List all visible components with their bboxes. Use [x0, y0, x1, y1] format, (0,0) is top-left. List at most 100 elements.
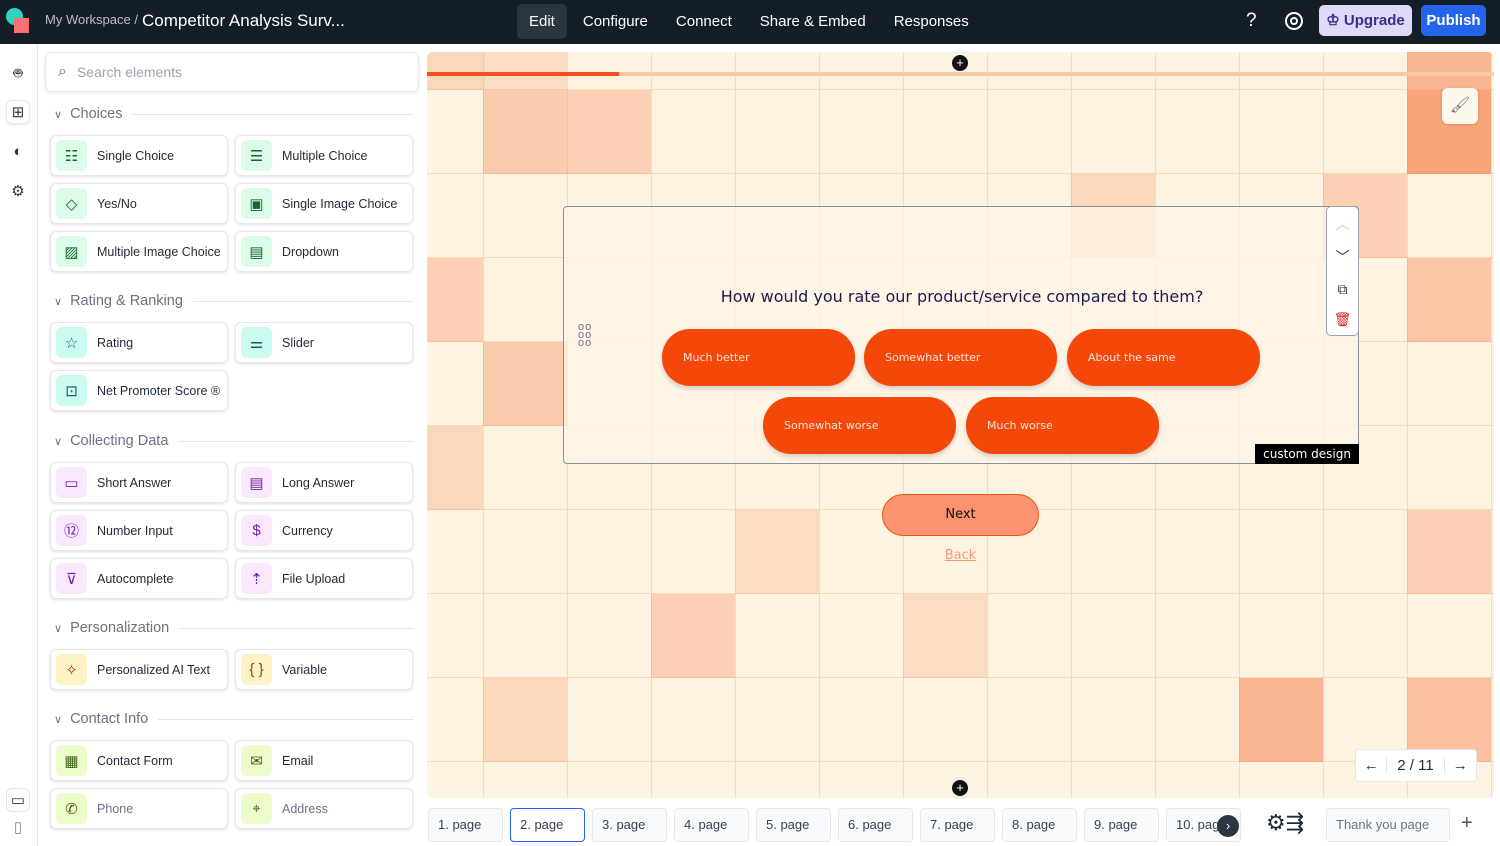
question-block[interactable]: oo oo oo How would you rate our product/se…	[563, 206, 1359, 464]
crown-icon: ♔	[1326, 12, 1344, 29]
tab-connect[interactable]: Connect	[675, 13, 732, 30]
element-phone[interactable]: ✆ Phone	[50, 788, 228, 829]
pattern-square	[1407, 52, 1491, 90]
pattern-square	[1407, 510, 1491, 594]
tab-configure[interactable]: Configure	[582, 13, 648, 30]
element-rating[interactable]: ☆ Rating	[50, 322, 228, 363]
pattern-square	[427, 426, 483, 510]
thank-you-page-tab[interactable]: Thank you page	[1326, 808, 1450, 842]
page-tab[interactable]: 1. page	[428, 808, 503, 842]
app-logo[interactable]	[6, 8, 30, 34]
duplicate-icon[interactable]: ⧉	[1337, 280, 1348, 297]
next-button[interactable]: Next	[882, 494, 1039, 536]
braces-icon: { }	[241, 654, 272, 685]
element-yes-no[interactable]: ◇ Yes/No	[50, 183, 228, 224]
page-tab[interactable]: 5. page	[756, 808, 831, 842]
pattern-square	[651, 594, 735, 678]
element-short-answer[interactable]: ▭ Short Answer	[50, 462, 228, 503]
element-email[interactable]: ✉ Email	[235, 740, 413, 781]
gear-icon[interactable]: ⚙	[11, 183, 25, 200]
trash-icon[interactable]: 🗑︎	[1333, 311, 1352, 328]
image-message-icon: ▣	[241, 188, 272, 219]
progress-fill	[427, 72, 620, 76]
element-variable[interactable]: { } Variable	[235, 649, 413, 690]
option-much-worse[interactable]: Much worse	[966, 397, 1159, 454]
elements-icon[interactable]: ⊞	[6, 100, 30, 124]
element-personalized-ai-text[interactable]: ✧ Personalized AI Text	[50, 649, 228, 690]
element-autocomplete[interactable]: ⊽ Autocomplete	[50, 558, 228, 599]
pattern-square	[1407, 678, 1491, 762]
page-tab[interactable]: 9. page	[1084, 808, 1159, 842]
preview-eye-icon[interactable]	[1285, 12, 1303, 30]
publish-button[interactable]: Publish	[1421, 5, 1486, 36]
paintbrush-icon[interactable]: 🖌︎	[1442, 88, 1478, 124]
element-contact-form[interactable]: ▦ Contact Form	[50, 740, 228, 781]
dollar-icon: $	[241, 515, 272, 546]
upgrade-button[interactable]: ♔ Upgrade	[1319, 5, 1412, 36]
section-header[interactable]: ∨ Rating & Ranking	[54, 293, 414, 309]
element-dropdown[interactable]: ▤ Dropdown	[235, 231, 413, 272]
section-header[interactable]: ∨ Personalization	[54, 620, 414, 636]
element-net-promoter-score-[interactable]: ⊡ Net Promoter Score ®	[50, 370, 228, 411]
add-page-icon[interactable]: +	[1461, 812, 1473, 834]
add-block-bottom-icon[interactable]: +	[952, 780, 968, 796]
mobile-view-icon[interactable]: ▯	[13, 819, 23, 836]
drag-handle-icon[interactable]: oo oo oo	[578, 321, 593, 349]
page-tab[interactable]: 7. page	[920, 808, 995, 842]
pattern-square	[427, 258, 483, 342]
contact-card-icon: ▦	[56, 745, 87, 776]
palette-icon[interactable]: ◐	[13, 143, 23, 160]
page-tab[interactable]: 4. page	[674, 808, 749, 842]
breadcrumb-workspace[interactable]: My Workspace /	[45, 12, 138, 27]
tab-edit[interactable]: Edit	[517, 4, 567, 39]
tab-share-embed[interactable]: Share & Embed	[759, 13, 866, 30]
pattern-square	[427, 52, 483, 90]
logic-flow-icon[interactable]: ⚙⇶	[1266, 810, 1305, 835]
page-tab[interactable]: 3. page	[592, 808, 667, 842]
scroll-tabs-right-icon[interactable]: ›	[1217, 815, 1239, 837]
form-canvas: + 🖌︎ oo oo oo How would you rate our produ…	[427, 52, 1494, 798]
page-tab[interactable]: 6. page	[838, 808, 913, 842]
back-link[interactable]: Back	[944, 548, 977, 563]
option-much-better[interactable]: Much better	[662, 329, 855, 386]
move-up-icon[interactable]: ︿	[1335, 215, 1350, 232]
form-title[interactable]: Competitor Analysis Surv...	[142, 11, 345, 30]
element-currency[interactable]: $ Currency	[235, 510, 413, 551]
element-multiple-choice[interactable]: ☰ Multiple Choice	[235, 135, 413, 176]
chevron-down-icon: ∨	[54, 622, 63, 635]
search-placeholder: Search elements	[76, 64, 183, 80]
element-long-answer[interactable]: ▤ Long Answer	[235, 462, 413, 503]
element-multiple-image-choice[interactable]: ▨ Multiple Image Choice	[50, 231, 228, 272]
robot-icon[interactable]: 🤖︎	[13, 65, 23, 82]
left-rail: 🤖︎ ⊞ ◐ ⚙ ▭ ▯	[0, 44, 38, 846]
section-header[interactable]: ∨ Choices	[54, 106, 414, 122]
add-block-top-icon[interactable]: +	[952, 55, 968, 71]
move-down-icon[interactable]: ﹀	[1335, 249, 1350, 266]
section-header[interactable]: ∨ Collecting Data	[54, 433, 414, 449]
prev-page-arrow-icon[interactable]: ←	[1356, 757, 1388, 774]
question-text[interactable]: How would you rate our product/service c…	[720, 287, 1204, 306]
element-slider[interactable]: ⚌ Slider	[235, 322, 413, 363]
main-nav: Edit Configure Connect Share & Embed Res…	[517, 4, 981, 39]
help-icon[interactable]: ?	[1246, 10, 1257, 31]
element-number-input[interactable]: ⑫ Number Input	[50, 510, 228, 551]
top-bar: My Workspace / Competitor Analysis Surv.…	[0, 0, 1500, 44]
chevron-down-icon: ∨	[54, 295, 63, 308]
option-about-the-same[interactable]: About the same	[1067, 329, 1260, 386]
element-single-image-choice[interactable]: ▣ Single Image Choice	[235, 183, 413, 224]
search-input[interactable]: ⌕ Search elements	[45, 52, 419, 92]
next-page-arrow-icon[interactable]: →	[1452, 757, 1468, 774]
element-file-upload[interactable]: ⇡ File Upload	[235, 558, 413, 599]
desktop-view-icon[interactable]: ▭	[6, 788, 30, 812]
sliders-icon: ⚌	[241, 327, 272, 358]
tab-responses[interactable]: Responses	[893, 13, 969, 30]
page-tab[interactable]: 2. page	[510, 808, 585, 842]
message-short-icon: ▭	[56, 467, 87, 498]
page-tab[interactable]: 8. page	[1002, 808, 1077, 842]
option-somewhat-worse[interactable]: Somewhat worse	[763, 397, 956, 454]
chevron-down-icon: ∨	[54, 713, 63, 726]
section-header[interactable]: ∨ Contact Info	[54, 711, 414, 727]
element-address[interactable]: ⌖ Address	[235, 788, 413, 829]
option-somewhat-better[interactable]: Somewhat better	[864, 329, 1057, 386]
element-single-choice[interactable]: ☷ Single Choice	[50, 135, 228, 176]
